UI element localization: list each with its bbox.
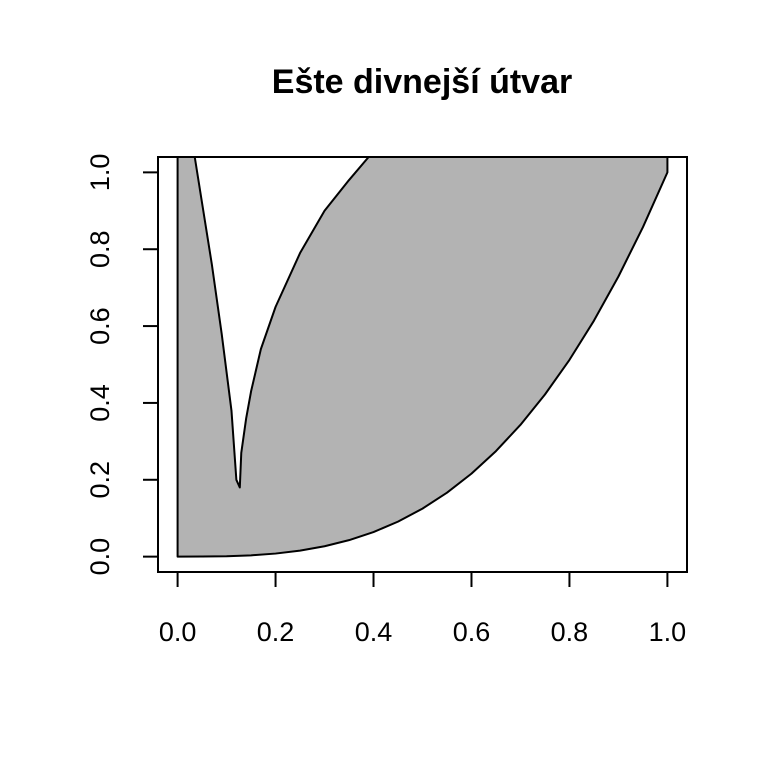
y-tick-label: 0.0 bbox=[85, 538, 115, 576]
y-tick-label: 0.2 bbox=[85, 461, 115, 499]
x-tick-label: 0.8 bbox=[551, 617, 589, 647]
y-axis: 0.0 0.2 0.4 0.6 0.8 1.0 bbox=[85, 154, 159, 576]
x-tick-label: 0.6 bbox=[453, 617, 491, 647]
x-tick-label: 1.0 bbox=[649, 617, 687, 647]
y-tick-label: 0.8 bbox=[85, 230, 115, 268]
chart-title: Ešte divnejší útvar bbox=[272, 63, 572, 101]
y-tick-label: 0.6 bbox=[85, 307, 115, 345]
x-axis: 0.0 0.2 0.4 0.6 0.8 1.0 bbox=[159, 571, 687, 647]
x-tick-label: 0.4 bbox=[355, 617, 393, 647]
y-tick-label: 1.0 bbox=[85, 154, 115, 192]
y-tick-label: 0.4 bbox=[85, 384, 115, 422]
x-tick-label: 0.0 bbox=[159, 617, 197, 647]
x-tick-label: 0.2 bbox=[257, 617, 295, 647]
filled-shape bbox=[176, 156, 669, 558]
